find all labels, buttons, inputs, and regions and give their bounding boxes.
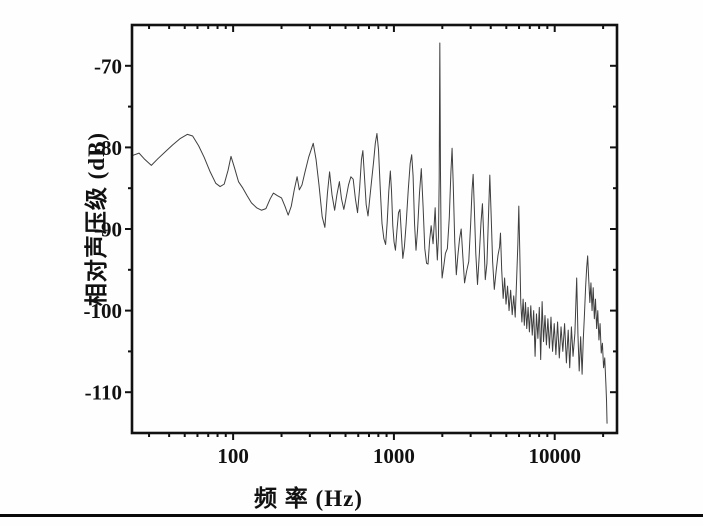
y-tick-label: -100 bbox=[84, 299, 123, 323]
x-tick-label: 10000 bbox=[528, 444, 581, 468]
y-tick-label: -90 bbox=[94, 218, 122, 242]
spectrum-curve bbox=[131, 42, 608, 424]
plot-frame bbox=[130, 23, 619, 435]
page-bottom-rule bbox=[0, 514, 703, 517]
x-axis-title: 频 率 (Hz) bbox=[254, 486, 363, 511]
x-tick-label: 1000 bbox=[373, 444, 415, 468]
y-axis-title: 相对声压级 (dB) bbox=[84, 131, 109, 307]
x-tick-label: 100 bbox=[217, 444, 249, 468]
y-tick-label: -80 bbox=[94, 136, 122, 160]
y-tick-label: -110 bbox=[85, 381, 122, 405]
y-tick-label: -70 bbox=[94, 54, 122, 78]
